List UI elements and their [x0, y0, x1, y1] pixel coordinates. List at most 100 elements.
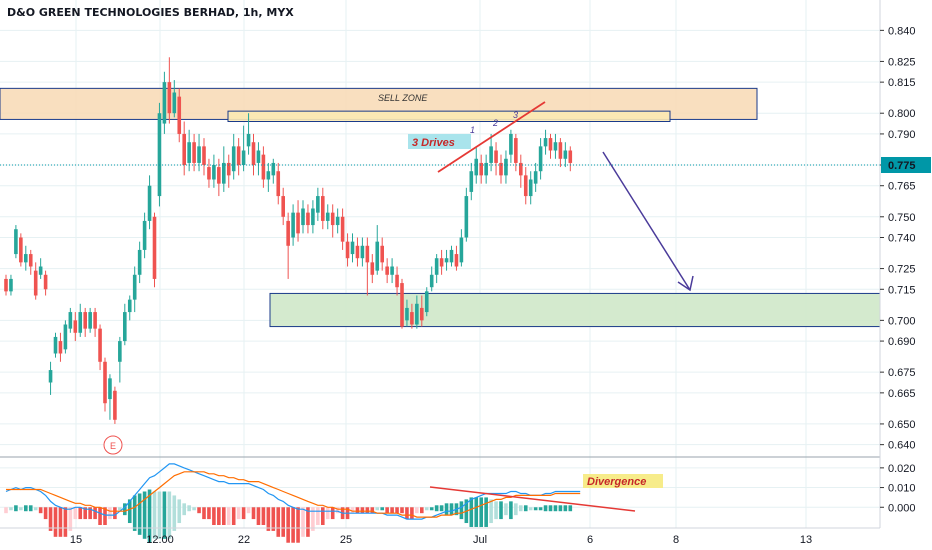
candle-body: [449, 249, 454, 263]
candle: [261, 146, 266, 188]
candle-body: [266, 171, 271, 180]
candle-body: [548, 138, 553, 151]
candle-body: [147, 185, 152, 221]
candle: [330, 204, 335, 238]
macd-histogram-bar: [197, 507, 201, 514]
candle-body: [88, 312, 92, 329]
candle-body: [217, 167, 221, 184]
candle: [311, 200, 315, 234]
candle: [380, 237, 384, 271]
candle-body: [78, 312, 83, 333]
candle-body: [489, 146, 493, 163]
macd-histogram-bar: [523, 505, 528, 512]
macd-histogram-bar: [479, 497, 483, 527]
candle-body: [48, 370, 53, 383]
candle: [306, 204, 310, 234]
candle: [78, 303, 83, 337]
candle: [385, 258, 389, 284]
candle: [127, 295, 132, 321]
candle-body: [83, 312, 87, 329]
macd-histogram-bar: [380, 507, 384, 511]
macd-histogram-bar: [123, 503, 127, 516]
macd-histogram-bar: [390, 507, 394, 514]
macd-histogram-bar: [444, 503, 449, 516]
candle: [296, 200, 300, 242]
candle-body: [385, 266, 389, 275]
macd-histogram-bar: [301, 507, 305, 537]
candle: [479, 154, 483, 184]
candle: [256, 142, 261, 176]
candle-body: [469, 171, 474, 192]
price-tick-label: 0.665: [888, 388, 916, 400]
candle: [509, 129, 513, 163]
macd-histogram-bar: [321, 507, 325, 525]
macd-histogram-bar: [266, 507, 271, 531]
macd-histogram-bar: [152, 491, 157, 539]
candle-body: [439, 258, 444, 267]
macd-histogram-bar: [568, 505, 573, 512]
macd-histogram-bar: [385, 507, 389, 514]
candle-body: [424, 291, 429, 313]
macd-histogram-bar: [489, 499, 493, 524]
candle: [489, 133, 493, 172]
candle: [410, 303, 414, 329]
macd-histogram-bar: [38, 507, 43, 514]
chart-title: D&O GREEN TECHNOLOGIES BERHAD, 1h, MYX: [7, 6, 294, 19]
candle: [88, 307, 92, 333]
macd-histogram-bar: [355, 507, 360, 514]
candle: [38, 258, 43, 279]
candle-body: [400, 283, 404, 327]
macd-histogram-bar: [286, 507, 290, 543]
macd-histogram-bar: [98, 507, 102, 525]
candle: [459, 229, 464, 267]
candle: [182, 121, 186, 176]
candle-body: [68, 312, 73, 329]
price-tick-label: 0.750: [888, 212, 916, 224]
candle-body: [395, 274, 399, 288]
candle-body: [271, 162, 276, 176]
candle: [464, 187, 469, 242]
candle-body: [434, 258, 439, 275]
price-tick-label: 0.790: [888, 129, 916, 141]
candle-body: [212, 165, 216, 180]
macd-histogram-bar: [553, 505, 558, 512]
divergence-label: Divergence: [587, 476, 646, 488]
macd-histogram-bar: [142, 491, 147, 539]
price-tick-label: 0.740: [888, 233, 916, 245]
macd-histogram-bar: [484, 497, 488, 527]
macd-histogram-bar: [434, 505, 439, 512]
candle-body: [28, 254, 33, 267]
candle-body: [4, 278, 8, 292]
macd-histogram-bar: [543, 505, 548, 512]
candle: [325, 204, 330, 230]
macd-histogram-bar: [311, 507, 315, 531]
candle-body: [167, 82, 172, 114]
candle: [162, 71, 167, 134]
candle-body: [172, 92, 177, 114]
candle-body: [113, 390, 117, 420]
candle: [405, 299, 409, 327]
candle-body: [316, 196, 320, 213]
macd-histogram-bar: [127, 499, 132, 524]
candle-body: [345, 241, 350, 259]
macd-histogram-bar: [78, 507, 83, 520]
candle: [538, 138, 543, 180]
candle: [152, 212, 157, 288]
macd-histogram-bar: [157, 491, 162, 539]
macd-histogram-bar: [132, 495, 137, 531]
macd-histogram-bar: [514, 503, 518, 516]
macd-histogram-bar: [83, 507, 87, 520]
macd-histogram-bar: [563, 505, 568, 512]
macd-histogram-bar: [73, 507, 78, 520]
macd-histogram-bar: [528, 507, 533, 511]
candle-body: [528, 179, 533, 197]
macd-histogram-bar: [420, 507, 424, 514]
three-drives-trendline: [437, 101, 546, 173]
candle: [439, 249, 444, 275]
candle: [568, 146, 573, 172]
candle: [103, 357, 107, 412]
macd-histogram-bar: [296, 507, 300, 543]
macd-histogram-bar: [187, 505, 191, 512]
